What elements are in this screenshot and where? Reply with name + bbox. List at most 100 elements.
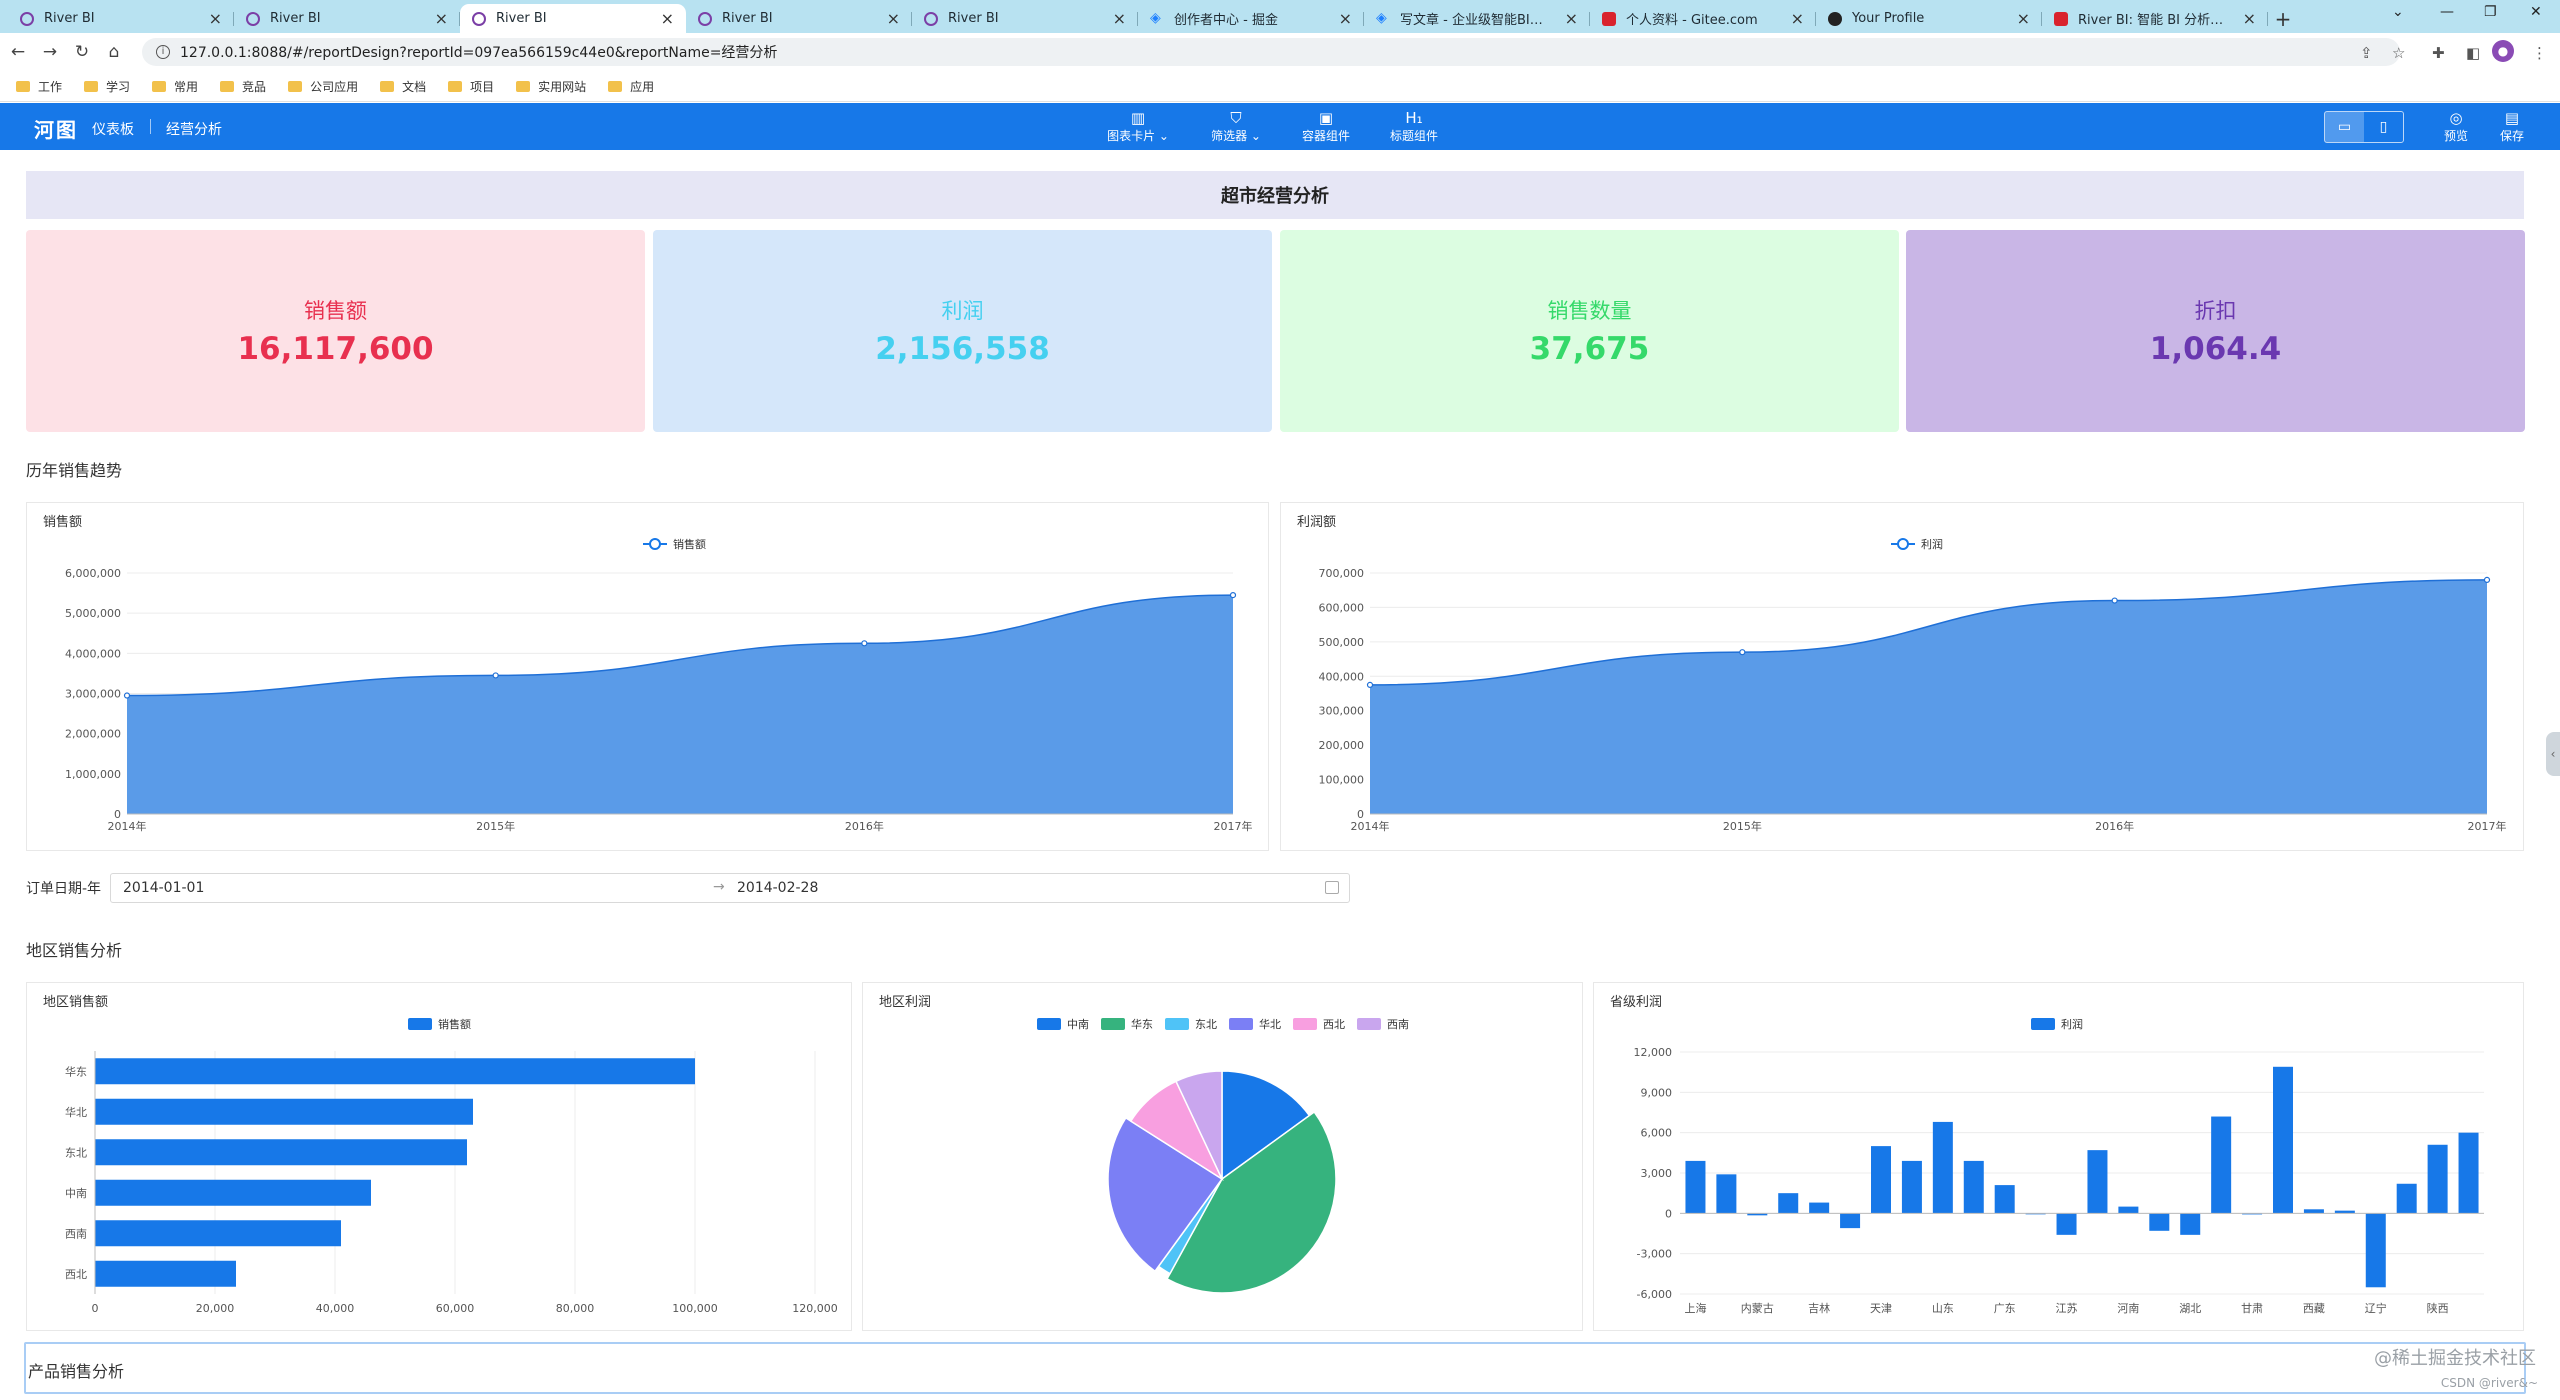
browser-tab[interactable]: River BI ×	[912, 4, 1138, 33]
profit-trend-panel[interactable]: 利润额 利润 0 100,000 200,000 300,000 400,000 500,0…	[1280, 502, 2524, 851]
browser-tab[interactable]: River BI ×	[234, 4, 460, 33]
juejin-icon: ◈	[1150, 10, 1161, 26]
legend-swatch	[1165, 1018, 1189, 1030]
tab-close-icon[interactable]: ×	[2242, 9, 2256, 28]
kpi-card[interactable]: 利润 2,156,558	[653, 230, 1272, 432]
browser-tab[interactable]: River BI ×	[686, 4, 912, 33]
menu-icon[interactable]: ⋮	[2532, 44, 2547, 62]
app-logo[interactable]: 河图	[34, 118, 78, 142]
kpi-card[interactable]: 销售额 16,117,600	[26, 230, 645, 432]
browser-tab[interactable]: River BI: 智能 BI 分析平台, 企 ×	[2042, 4, 2268, 33]
folder-icon	[380, 80, 395, 92]
bookmark-star-icon[interactable]: ☆	[2392, 44, 2406, 62]
nav-dashboard[interactable]: 仪表板	[92, 122, 134, 138]
browser-tab[interactable]: 个人资料 - Gitee.com ×	[1590, 4, 1816, 33]
bookmark-folder[interactable]: 实用网站	[516, 78, 586, 95]
tab-close-icon[interactable]: ×	[660, 9, 674, 28]
browser-tab[interactable]: Your Profile ×	[1816, 4, 2042, 33]
extensions-icon[interactable]: ✚	[2432, 44, 2445, 62]
kpi-card[interactable]: 折扣 1,064.4	[1906, 230, 2525, 432]
desktop-view-icon[interactable]: ▭	[2325, 112, 2364, 142]
date-range-picker[interactable]: 2014-01-01 → 2014-02-28	[110, 873, 1350, 903]
browser-tab[interactable]: River BI ×	[460, 4, 686, 33]
bookmark-folder[interactable]: 常用	[152, 78, 198, 95]
heading-component-button[interactable]: H₁ 标题组件	[1374, 109, 1454, 144]
bookmark-folder[interactable]: 应用	[608, 78, 654, 95]
x-tick-label: 内蒙古	[1741, 1301, 1774, 1315]
y-tick-label: -6,000	[1637, 1288, 1672, 1301]
y-tick-label: 5,000,000	[65, 607, 121, 620]
filter-menu[interactable]: ⛉ 筛选器 ⌄	[1196, 109, 1276, 144]
bookmark-label: 应用	[630, 79, 655, 94]
tab-close-icon[interactable]: ×	[434, 9, 448, 28]
bookmark-folder[interactable]: 工作	[16, 78, 62, 95]
chart-title: 地区销售额	[43, 995, 109, 1010]
folder-icon	[152, 80, 167, 92]
region-sales-panel[interactable]: 地区销售额 销售额 0 20,000 40,000 60,000 80,000 100,00…	[26, 982, 852, 1331]
bookmark-folder[interactable]: 项目	[448, 78, 494, 95]
tab-close-icon[interactable]: ×	[2016, 9, 2030, 28]
sidebar-icon[interactable]: ◧	[2466, 44, 2481, 62]
folder-icon	[16, 80, 30, 92]
reload-icon[interactable]: ↻	[74, 42, 90, 62]
sales-trend-panel[interactable]: 销售额 销售额 0 1,000,000 2,000,000 3,000,000 4,000…	[26, 502, 1269, 851]
bar	[2180, 1213, 2201, 1235]
legend-label: 华东	[1131, 1017, 1153, 1031]
y-tick-label: 西南	[65, 1227, 87, 1240]
kpi-label: 销售数量	[1547, 299, 1632, 323]
chart-title: 销售额	[43, 515, 83, 530]
y-tick-label: 3,000	[1641, 1167, 1673, 1180]
browser-tab[interactable]: ◈ 创作者中心 - 掘金 ×	[1138, 4, 1364, 33]
province-profit-panel[interactable]: 省级利润 利润 -6,000 -3,000 0 3,000 6,000 9,000 12,00…	[1593, 982, 2524, 1331]
tab-search-icon[interactable]: ⌄	[2392, 4, 2404, 20]
tab-close-icon[interactable]: ×	[1790, 9, 1804, 28]
bookmark-folder[interactable]: 文档	[380, 78, 426, 95]
url-input[interactable]: i 127.0.0.1:8088/#/reportDesign?reportId…	[142, 38, 2400, 66]
bookmark-folder[interactable]: 学习	[84, 78, 130, 95]
tab-close-icon[interactable]: ×	[886, 9, 900, 28]
tab-close-icon[interactable]: ×	[1338, 9, 1352, 28]
tab-close-icon[interactable]: ×	[1564, 9, 1578, 28]
nav-report-name[interactable]: 经营分析	[166, 122, 222, 138]
date-filter-label: 订单日期-年	[26, 881, 102, 897]
bookmark-folder[interactable]: 竞品	[220, 78, 266, 95]
browser-tab[interactable]: ◈ 写文章 - 企业级智能BI平台开发 ×	[1364, 4, 1590, 33]
start-date-input[interactable]: 2014-01-01	[123, 880, 205, 896]
new-tab-button[interactable]: +	[2274, 6, 2292, 31]
tab-close-icon[interactable]: ×	[208, 9, 222, 28]
mobile-view-icon[interactable]: ▯	[2379, 119, 2388, 135]
bookmark-folder[interactable]: 公司应用	[288, 78, 358, 95]
site-info-icon[interactable]: i	[156, 45, 170, 59]
tab-close-icon[interactable]: ×	[1112, 9, 1126, 28]
legend-marker	[649, 538, 661, 550]
forward-icon[interactable]: →	[42, 42, 58, 62]
bar	[95, 1260, 236, 1287]
bar	[2365, 1213, 2386, 1288]
tab-title: 创作者中心 - 掘金	[1174, 13, 1278, 28]
home-icon[interactable]: ⌂	[108, 42, 120, 62]
tab-title: 个人资料 - Gitee.com	[1626, 13, 1758, 28]
chart-card-menu[interactable]: ▥ 图表卡片 ⌄	[1098, 109, 1178, 144]
minimize-icon[interactable]: —	[2440, 4, 2454, 20]
kpi-card[interactable]: 销售数量 37,675	[1280, 230, 1899, 432]
calendar-icon[interactable]	[1325, 881, 1339, 894]
preview-button[interactable]: ◎ 预览	[2416, 109, 2496, 144]
province-profit-chart: 利润 -6,000 -3,000 0 3,000 6,000 9,000 12,000 上海 内蒙…	[1634, 1017, 2484, 1315]
browser-tab[interactable]: River BI ×	[8, 4, 234, 33]
close-window-icon[interactable]: ✕	[2530, 4, 2542, 20]
profile-avatar-icon[interactable]: ●	[2492, 40, 2514, 62]
share-icon[interactable]: ⇪	[2360, 44, 2373, 62]
y-tick-label: 700,000	[1319, 567, 1365, 580]
product-section-container[interactable]: 产品销售分析	[24, 1342, 2526, 1394]
container-component-button[interactable]: ▣ 容器组件	[1286, 109, 1366, 144]
back-icon[interactable]: ←	[10, 42, 26, 62]
region-profit-panel[interactable]: 地区利润 中南 华东 东北 华北 西北 西南	[862, 982, 1583, 1331]
restore-icon[interactable]: ❐	[2484, 4, 2497, 20]
side-panel-handle-icon[interactable]: ‹	[2546, 732, 2560, 776]
x-tick-label: 湖北	[2179, 1302, 2201, 1315]
series-line	[1369, 579, 2488, 686]
kpi-value: 1,064.4	[2149, 331, 2282, 367]
save-button[interactable]: ▤ 保存	[2472, 109, 2552, 144]
end-date-input[interactable]: 2014-02-28	[737, 880, 819, 896]
bar	[2118, 1206, 2139, 1214]
